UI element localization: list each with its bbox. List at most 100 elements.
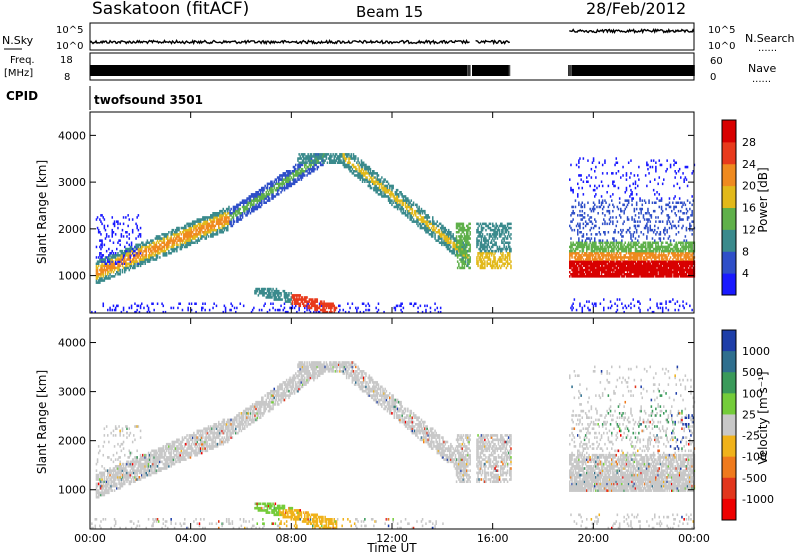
heatmap-cell: [97, 281, 100, 284]
heatmap-cell: [121, 254, 124, 257]
heatmap-cell: [332, 302, 334, 305]
heatmap-cell: [310, 300, 313, 303]
heatmap-cell: [147, 247, 150, 251]
heatmap-cell: [265, 201, 268, 204]
heatmap-cell: [127, 224, 129, 228]
heatmap-cell: [385, 186, 388, 190]
heatmap-cell: [316, 167, 319, 171]
heatmap-cell: [325, 304, 328, 308]
heatmap-cell: [347, 163, 349, 167]
heatmap-cell: [165, 233, 168, 236]
heatmap-cell: [218, 214, 220, 217]
heatmap-cell: [297, 165, 299, 169]
heatmap-cell: [362, 178, 365, 181]
heatmap-cell: [125, 247, 127, 251]
heatmap-cell: [293, 182, 296, 186]
heatmap-cell: [338, 304, 340, 308]
heatmap-cell: [99, 273, 101, 276]
heatmap-cell: [283, 306, 286, 310]
heatmap-cell: [275, 289, 278, 293]
heatmap-cell: [202, 231, 204, 234]
heatmap-cell: [296, 310, 298, 314]
heatmap-cell: [263, 292, 265, 295]
heatmap-cell: [369, 184, 372, 188]
heatmap-cell: [411, 212, 414, 215]
heatmap-cell: [330, 304, 332, 308]
heatmap-cell: [275, 298, 278, 301]
heatmap-cell: [367, 170, 370, 173]
heatmap-cell: [224, 220, 227, 223]
heatmap-cell: [621, 209, 623, 213]
heatmap-cell: [165, 254, 168, 257]
heatmap-cell: [127, 256, 129, 259]
heatmap-cell: [399, 304, 401, 308]
heatmap-cell: [378, 186, 381, 190]
heatmap-cell: [608, 222, 611, 226]
heatmap-cell: [351, 157, 354, 160]
heatmap-cell: [396, 193, 399, 196]
heatmap-cell: [150, 258, 152, 261]
heatmap-cell: [275, 296, 278, 299]
heatmap-cell: [167, 245, 169, 249]
heatmap-cell: [300, 176, 303, 179]
heatmap-cell: [114, 308, 117, 312]
heatmap-cell: [317, 155, 320, 158]
heatmap-cell: [367, 184, 370, 188]
heatmap-cell: [572, 302, 574, 305]
heatmap-cell: [227, 222, 229, 226]
heatmap-cell: [259, 193, 262, 196]
heatmap-cell: [276, 298, 279, 301]
heatmap-cell: [129, 252, 132, 255]
heatmap-cell: [258, 188, 261, 192]
heatmap-cell: [622, 306, 624, 310]
heatmap-cell: [204, 302, 206, 305]
heatmap-cell: [305, 167, 307, 171]
heatmap-cell: [160, 249, 162, 253]
heatmap-cell: [323, 306, 325, 310]
heatmap-cell: [495, 241, 497, 244]
heatmap-cell: [220, 209, 222, 213]
heatmap-cell: [582, 193, 585, 196]
heatmap-cell: [401, 203, 403, 207]
heatmap-cell: [442, 231, 444, 234]
heatmap-cell: [144, 256, 146, 259]
heatmap-cell: [616, 220, 619, 223]
heatmap-cell: [291, 300, 294, 303]
heatmap-cell: [601, 239, 604, 242]
heatmap-cell: [212, 214, 214, 217]
heatmap-cell: [629, 184, 631, 188]
heatmap-cell: [598, 226, 601, 230]
heatmap-cell: [122, 258, 125, 261]
heatmap-cell: [136, 256, 138, 259]
heatmap-cell: [370, 186, 373, 190]
heatmap-cell: [329, 306, 331, 310]
heatmap-cell: [445, 241, 448, 244]
heatmap-cell: [322, 302, 324, 305]
heatmap-cell: [196, 239, 199, 242]
heatmap-cell: [319, 161, 322, 164]
heatmap-cell: [119, 264, 121, 268]
heatmap-cell: [206, 218, 209, 221]
heatmap-cell: [251, 199, 254, 202]
heatmap-cell: [134, 264, 136, 268]
heatmap-cell: [213, 228, 215, 232]
heatmap-cell: [394, 191, 397, 194]
heatmap-cell: [139, 256, 142, 259]
heatmap-cell: [127, 262, 129, 265]
heatmap-cell: [273, 289, 276, 293]
heatmap-cell: [201, 306, 203, 310]
heatmap-cell: [153, 241, 155, 244]
heatmap-cell: [108, 260, 110, 263]
heatmap-cell: [391, 191, 393, 194]
heatmap-cell: [330, 153, 332, 156]
heatmap-cell: [119, 243, 121, 247]
heatmap-cell: [409, 214, 411, 217]
heatmap-cell: [402, 212, 405, 215]
heatmap-cell: [367, 308, 370, 312]
heatmap-cell: [143, 243, 145, 247]
heatmap-cell: [627, 161, 630, 164]
heatmap-cell: [379, 193, 382, 196]
heatmap-cell: [162, 304, 165, 308]
heatmap-cell: [240, 212, 243, 215]
heatmap-cell: [343, 165, 346, 169]
